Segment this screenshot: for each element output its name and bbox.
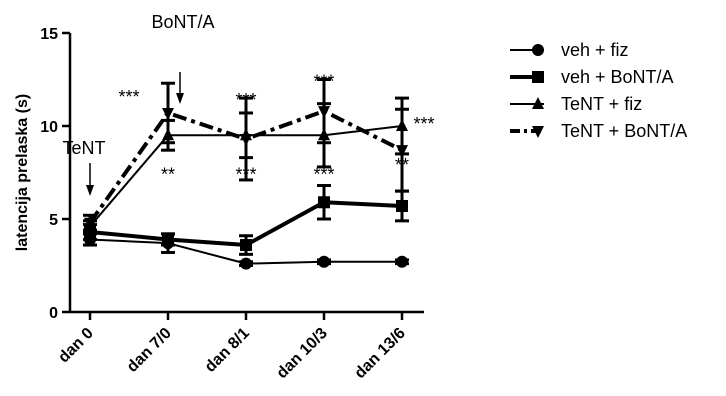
legend-label: TeNT + BoNT/A <box>561 121 687 141</box>
data-point <box>240 257 252 270</box>
data-point <box>162 107 174 120</box>
y-axis-title: latencija prelaska (s) <box>14 94 31 251</box>
data-point <box>162 233 174 246</box>
bonta-annotation: BoNT/A <box>151 12 214 32</box>
x-tick-label: dan 7/0 <box>124 325 175 376</box>
data-point <box>240 239 252 252</box>
significance-label: ** <box>395 155 409 175</box>
y-tick-label: 5 <box>49 212 58 229</box>
significance-label: *** <box>413 114 434 134</box>
x-tick-label: dan 0 <box>55 325 97 367</box>
data-point <box>240 134 252 147</box>
data-point <box>318 255 330 268</box>
bonta-arrow-head <box>176 93 184 104</box>
significance-label: *** <box>235 90 256 110</box>
significance-label: *** <box>313 164 334 184</box>
legend-marker <box>532 44 544 56</box>
data-point <box>318 106 330 119</box>
significance-label: *** <box>118 87 139 107</box>
significance-label: ** <box>161 164 175 184</box>
y-tick-label: 15 <box>40 26 58 43</box>
data-point <box>396 199 408 212</box>
legend-label: veh + fiz <box>561 40 629 60</box>
y-tick-label: 10 <box>40 119 58 136</box>
legend-marker <box>532 126 544 138</box>
x-tick-label: dan 10/3 <box>274 325 331 382</box>
significance-label: *** <box>235 164 256 184</box>
data-point <box>84 217 96 230</box>
tent-arrow-head <box>86 185 94 196</box>
data-point <box>318 196 330 209</box>
data-point <box>396 255 408 268</box>
legend-marker <box>532 71 544 83</box>
x-tick-label: dan 13/6 <box>352 325 409 382</box>
legend-label: veh + BoNT/A <box>561 67 674 87</box>
tent-annotation: TeNT <box>62 138 105 158</box>
x-tick-label: dan 8/1 <box>202 325 253 376</box>
legend-marker <box>532 97 544 109</box>
significance-label: *** <box>313 72 334 92</box>
data-point <box>396 145 408 158</box>
legend-label: TeNT + fiz <box>561 94 642 114</box>
y-tick-label: 0 <box>49 305 58 322</box>
